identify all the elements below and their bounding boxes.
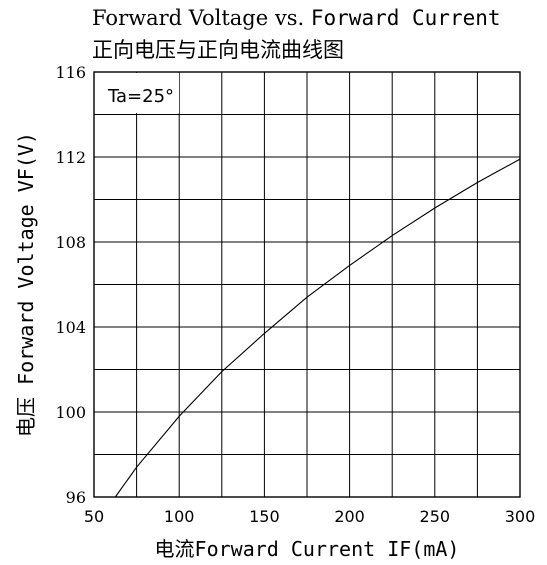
x-tick-label: 100 xyxy=(164,507,195,526)
y-axis-label: 电压 Forward Voltage VF(V) xyxy=(14,132,38,437)
x-axis-label: 电流Forward Current IF(mA) xyxy=(155,537,460,561)
annotation-temperature: Ta=25° xyxy=(107,86,174,107)
plot-frame xyxy=(93,71,521,498)
chart-title-chinese: 正向电压与正向电流曲线图 xyxy=(92,38,344,62)
chart-grid xyxy=(94,72,520,497)
y-tick-label: 96 xyxy=(66,488,86,507)
y-tick-label: 112 xyxy=(55,148,86,167)
chart-title-english-part1: Forward Voltage vs. xyxy=(92,6,305,30)
tick-labels: 50 100 150 200 250 300 96 100 104 108 112 116 xyxy=(55,63,535,526)
annotation-background xyxy=(95,73,179,113)
x-tick-label: 300 xyxy=(505,507,536,526)
x-tick-label: 250 xyxy=(420,507,451,526)
chart-title-english-part2: Forward Current xyxy=(310,6,501,30)
x-tick-label: 200 xyxy=(334,507,365,526)
series-line xyxy=(114,158,521,498)
x-tick-label: 150 xyxy=(249,507,280,526)
y-tick-label: 100 xyxy=(55,403,86,422)
y-tick-label: 108 xyxy=(55,233,86,252)
x-tick-label: 50 xyxy=(84,507,104,526)
y-tick-label: 116 xyxy=(55,63,86,82)
chart-title-english: Forward Voltage vs. Forward Current xyxy=(92,6,501,30)
y-tick-label: 104 xyxy=(55,318,86,337)
